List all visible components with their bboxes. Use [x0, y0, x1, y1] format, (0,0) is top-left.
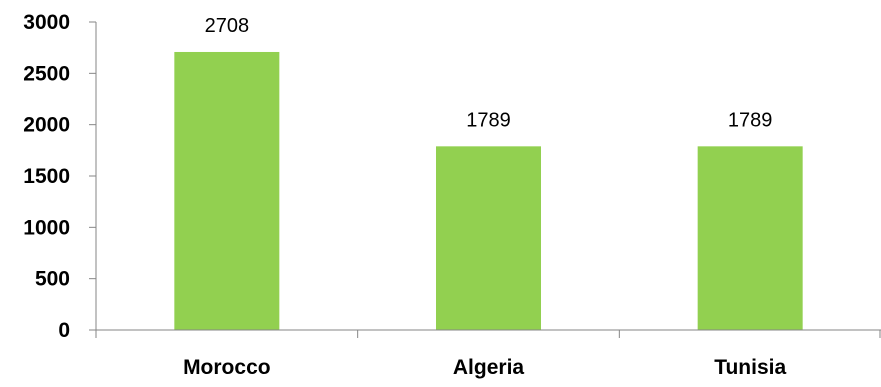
axes — [95, 22, 881, 338]
x-category-label: Tunisia — [714, 356, 786, 379]
bars — [174, 51, 803, 330]
y-tick-label: 1500 — [23, 165, 70, 188]
bar-morocco — [174, 51, 280, 330]
y-tick-label: 0 — [58, 319, 70, 342]
x-category-label: Morocco — [183, 356, 271, 379]
data-label-morocco: 2708 — [205, 15, 250, 37]
bar-algeria — [436, 146, 541, 330]
y-tick-label: 500 — [35, 268, 70, 291]
bar-tunisia — [697, 146, 803, 330]
category-labels: Morocco Algeria Tunisia — [183, 356, 786, 379]
data-label-tunisia: 1789 — [728, 109, 773, 131]
y-axis-ticks: 0 500 1000 1500 2000 2500 3000 — [23, 11, 96, 342]
data-label-algeria: 1789 — [466, 109, 511, 131]
y-tick-label: 3000 — [23, 11, 70, 34]
y-tick-label: 2500 — [23, 62, 70, 85]
data-labels: 2708 1789 1789 — [205, 15, 773, 131]
x-category-label: Algeria — [453, 356, 525, 379]
y-tick-label: 1000 — [23, 216, 70, 239]
y-tick-label: 2000 — [23, 114, 70, 137]
